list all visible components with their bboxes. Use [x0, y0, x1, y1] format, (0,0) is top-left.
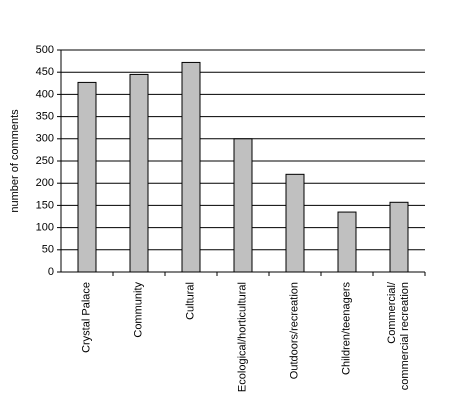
y-tick-label: 300 [36, 133, 54, 145]
x-tick-label: Outdoors/recreation [288, 282, 301, 380]
bar [129, 73, 149, 273]
y-axis-label: number of comments [9, 109, 21, 213]
bar [337, 211, 357, 273]
bar [181, 61, 201, 273]
x-tick-label: Children/teenagers [340, 282, 353, 375]
y-tick-label: 150 [36, 199, 54, 211]
y-tick-label: 50 [42, 244, 54, 256]
y-tick-label: 250 [36, 155, 54, 167]
bar [77, 81, 97, 273]
bar [389, 201, 409, 273]
y-tick-label: 200 [36, 177, 54, 189]
bar [285, 173, 305, 273]
y-tick-label: 0 [48, 266, 54, 278]
x-tick-label: Crystal Palace [80, 282, 93, 353]
y-tick-label: 400 [36, 88, 54, 100]
y-tick-label: 350 [36, 111, 54, 123]
x-tick-label: Commercial/ commercial recreation [386, 282, 411, 391]
y-tick-label: 100 [36, 222, 54, 234]
x-tick-label: Ecological/horticultural [236, 282, 249, 393]
x-tick-label: Community [132, 282, 145, 338]
y-tick-label: 450 [36, 66, 54, 78]
bar [233, 138, 253, 273]
y-tick-label: 500 [36, 44, 54, 56]
x-tick-label: Cultural [184, 282, 197, 320]
